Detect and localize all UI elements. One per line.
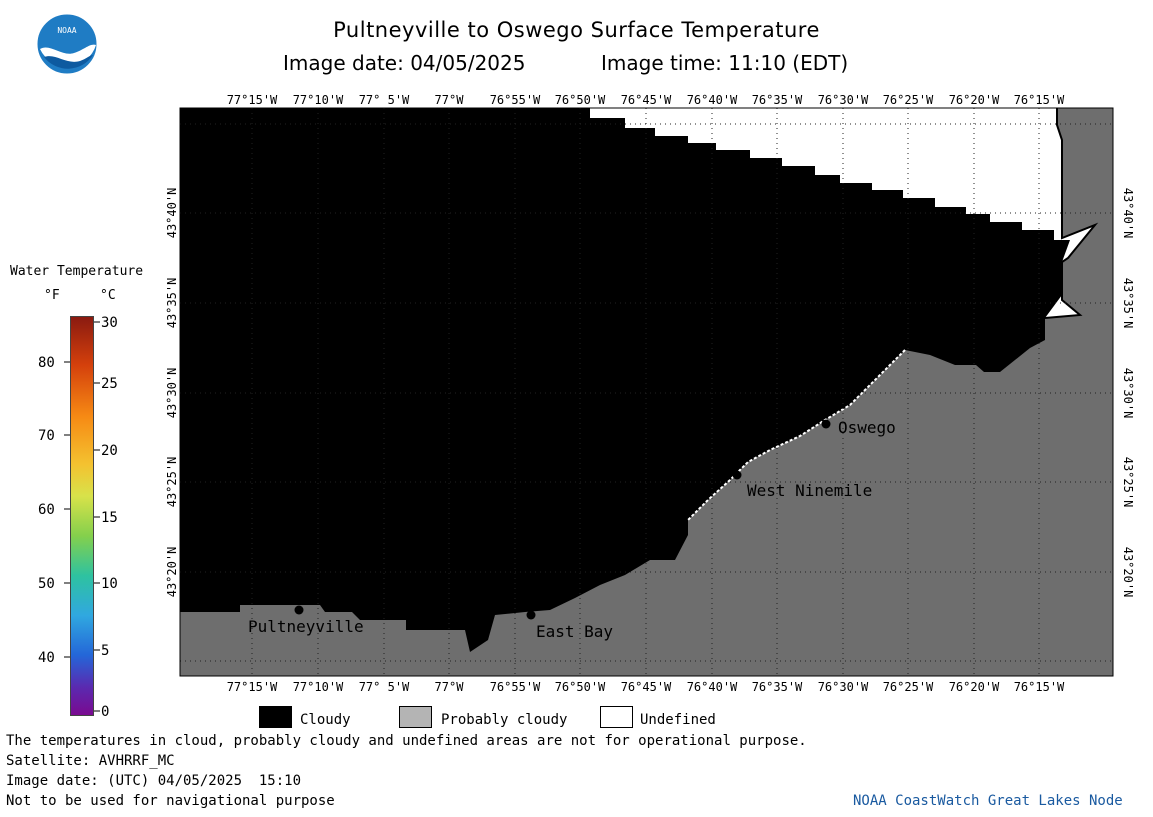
lon-label-bottom: 76°25'W xyxy=(883,680,934,694)
lon-label-bottom: 76°20'W xyxy=(949,680,1000,694)
place-east-bay: East Bay xyxy=(526,610,613,641)
lat-label-right: 43°40'N xyxy=(1121,188,1135,239)
footer-utc-date: Image date: (UTC) 04/05/2025 15:10 xyxy=(6,773,302,789)
lon-label-top: 76°55'W xyxy=(490,93,541,107)
colorbar-f-tick: 40 xyxy=(38,650,55,666)
cloudy-area xyxy=(180,108,1070,652)
place-label: East Bay xyxy=(536,622,613,641)
coastline xyxy=(687,349,906,521)
place-west-ninemile: West Ninemile xyxy=(732,470,872,500)
lon-label-bottom: 76°45'W xyxy=(621,680,672,694)
coastline-east xyxy=(1044,108,1099,319)
lon-label-bottom: 76°55'W xyxy=(490,680,541,694)
footer-satellite: Satellite: AVHRRF_MC xyxy=(6,753,175,769)
footer-nav-warning: Not to be used for navigational purpose xyxy=(6,793,335,809)
legend-label-cloudy: Cloudy xyxy=(300,712,351,728)
place-pultneyville: Pultneyville xyxy=(248,605,364,636)
colorbar-c-tick: 30 xyxy=(101,315,118,331)
image-time: Image time: 11:10 (EDT) xyxy=(601,51,849,75)
footer-disclaimer: The temperatures in cloud, probably clou… xyxy=(6,733,807,749)
place-label: West Ninemile xyxy=(747,481,872,500)
colorbar-ticks: 80 70 60 50 40 30 25 20 15 10 5 0 xyxy=(38,315,118,720)
lon-label-top: 76°50'W xyxy=(555,93,606,107)
lon-label-bottom: 77°W xyxy=(435,680,465,694)
lon-label-top: 76°30'W xyxy=(818,93,869,107)
colorbar-title: Water Temperature xyxy=(10,264,144,279)
lon-label-top: 77°10'W xyxy=(293,93,344,107)
lon-label-top: 76°35'W xyxy=(752,93,803,107)
lat-label-right: 43°25'N xyxy=(1121,457,1135,508)
colorbar-f-tick: 70 xyxy=(38,428,55,444)
place-label: Oswego xyxy=(838,418,896,437)
lon-label-bottom: 76°40'W xyxy=(687,680,738,694)
lat-label-left: 43°20'N xyxy=(165,547,179,598)
place-marker xyxy=(821,419,831,429)
colorbar-unit-c: °C xyxy=(100,288,116,303)
place-marker xyxy=(526,610,536,620)
lon-label-bottom: 77°10'W xyxy=(293,680,344,694)
colorbar-f-tick: 60 xyxy=(38,502,55,518)
lon-label-bottom: 76°35'W xyxy=(752,680,803,694)
lon-label-bottom: 77°15'W xyxy=(227,680,278,694)
lon-label-top: 76°40'W xyxy=(687,93,738,107)
lon-label-bottom: 76°30'W xyxy=(818,680,869,694)
colorbar-c-tick: 0 xyxy=(101,704,109,720)
lon-label-top: 76°20'W xyxy=(949,93,1000,107)
logo-text: NOAA xyxy=(57,26,76,35)
lat-label-left: 43°40'N xyxy=(165,188,179,239)
lon-label-bottom: 76°15'W xyxy=(1014,680,1065,694)
colorbar-c-tick: 10 xyxy=(101,576,118,592)
graticule xyxy=(180,108,1113,676)
lon-label-top: 77°15'W xyxy=(227,93,278,107)
lat-label-left: 43°25'N xyxy=(165,457,179,508)
colorbar-c-tick: 25 xyxy=(101,376,118,392)
lon-label-top: 77°W xyxy=(435,93,465,107)
lon-label-top: 77° 5'W xyxy=(359,93,410,107)
place-oswego: Oswego xyxy=(821,418,896,437)
colorbar-c-tick: 15 xyxy=(101,510,118,526)
legend-swatch-probably-cloudy xyxy=(399,706,432,728)
lon-label-bottom: 76°50'W xyxy=(555,680,606,694)
colorbar-gradient xyxy=(70,316,94,716)
image-date: Image date: 04/05/2025 xyxy=(283,51,526,75)
legend-label-probably-cloudy: Probably cloudy xyxy=(441,712,568,728)
colorbar-c-tick: 20 xyxy=(101,443,118,459)
page-title: Pultneyville to Oswego Surface Temperatu… xyxy=(333,18,820,42)
legend-label-undefined: Undefined xyxy=(640,712,716,728)
legend-swatch-undefined xyxy=(600,706,633,728)
legend-swatch-cloudy xyxy=(259,706,292,728)
map-frame xyxy=(179,107,1114,677)
lat-label-left: 43°30'N xyxy=(165,368,179,419)
lat-label-right: 43°35'N xyxy=(1121,278,1135,329)
colorbar-f-tick: 80 xyxy=(38,355,55,371)
colorbar-unit-f: °F xyxy=(44,288,60,303)
footer-credit: NOAA CoastWatch Great Lakes Node xyxy=(853,793,1123,809)
lon-label-top: 76°25'W xyxy=(883,93,934,107)
place-marker xyxy=(732,470,742,480)
lat-label-left: 43°35'N xyxy=(165,278,179,329)
lon-label-bottom: 77° 5'W xyxy=(359,680,410,694)
place-label: Pultneyville xyxy=(248,617,364,636)
lat-label-right: 43°30'N xyxy=(1121,368,1135,419)
colorbar-c-tick: 5 xyxy=(101,643,109,659)
lat-label-right: 43°20'N xyxy=(1121,547,1135,598)
noaa-logo: NOAA xyxy=(36,13,98,75)
lon-label-top: 76°15'W xyxy=(1014,93,1065,107)
colorbar-f-tick: 50 xyxy=(38,576,55,592)
lon-label-top: 76°45'W xyxy=(621,93,672,107)
place-marker xyxy=(294,605,304,615)
